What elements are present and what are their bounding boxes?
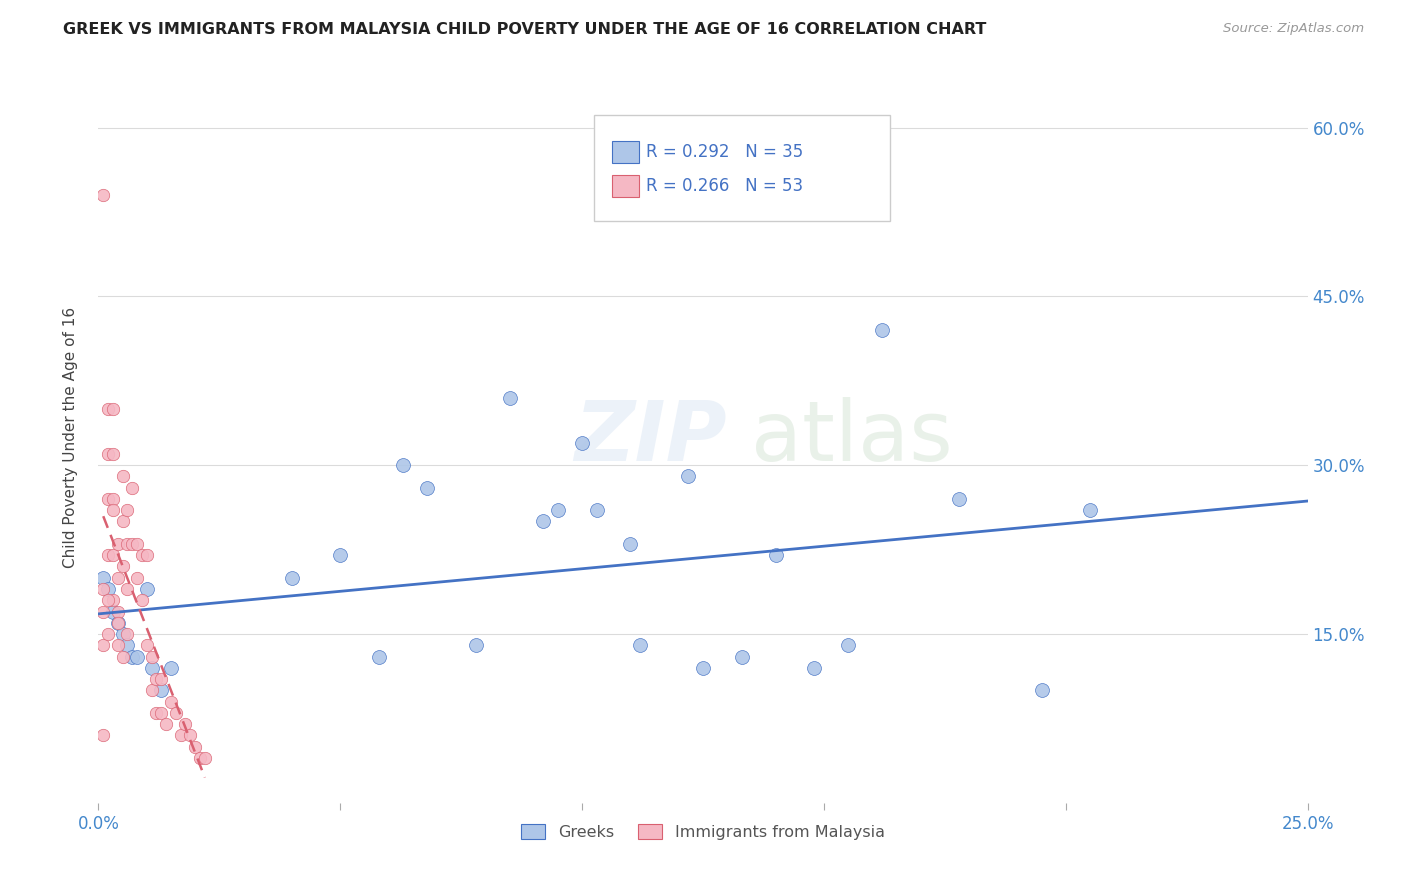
Legend: Greeks, Immigrants from Malaysia: Greeks, Immigrants from Malaysia bbox=[515, 817, 891, 846]
Point bbox=[101, 605, 124, 619]
Point bbox=[870, 323, 893, 337]
Point bbox=[91, 638, 114, 652]
Point bbox=[392, 458, 415, 473]
Point bbox=[111, 515, 134, 529]
Point bbox=[117, 627, 139, 641]
Point bbox=[117, 638, 139, 652]
Point bbox=[97, 582, 120, 596]
Point bbox=[101, 593, 124, 607]
Point bbox=[135, 582, 157, 596]
Point bbox=[97, 593, 120, 607]
Point bbox=[111, 559, 134, 574]
Point bbox=[145, 706, 167, 720]
Point bbox=[160, 661, 183, 675]
Point bbox=[165, 706, 187, 720]
Point bbox=[97, 627, 120, 641]
Point bbox=[731, 649, 754, 664]
Point bbox=[131, 593, 153, 607]
Point bbox=[117, 503, 139, 517]
Point bbox=[91, 571, 114, 585]
FancyBboxPatch shape bbox=[613, 141, 638, 163]
Point bbox=[150, 672, 173, 686]
Point bbox=[765, 548, 787, 562]
Point bbox=[281, 571, 304, 585]
Point bbox=[174, 717, 197, 731]
Point bbox=[101, 503, 124, 517]
Point bbox=[1078, 503, 1101, 517]
Point bbox=[97, 491, 120, 506]
Point bbox=[127, 537, 149, 551]
Point bbox=[150, 706, 173, 720]
Point bbox=[121, 537, 143, 551]
Point bbox=[416, 481, 439, 495]
Point bbox=[127, 649, 149, 664]
Text: ZIP: ZIP bbox=[575, 397, 727, 477]
Point bbox=[111, 469, 134, 483]
Point bbox=[150, 683, 173, 698]
Point bbox=[571, 435, 593, 450]
Point bbox=[145, 672, 167, 686]
Point bbox=[1031, 683, 1053, 698]
Point bbox=[160, 694, 183, 708]
Point bbox=[107, 605, 129, 619]
Point bbox=[121, 649, 143, 664]
Point bbox=[188, 751, 211, 765]
Point bbox=[464, 638, 486, 652]
Text: atlas: atlas bbox=[751, 397, 953, 477]
Point bbox=[131, 548, 153, 562]
Point bbox=[107, 571, 129, 585]
Point bbox=[97, 401, 120, 416]
Point bbox=[101, 447, 124, 461]
Point bbox=[531, 515, 554, 529]
Point bbox=[91, 188, 114, 202]
Point bbox=[107, 638, 129, 652]
Text: R = 0.266   N = 53: R = 0.266 N = 53 bbox=[647, 178, 803, 195]
Point bbox=[141, 649, 163, 664]
Point bbox=[117, 582, 139, 596]
Point bbox=[628, 638, 651, 652]
Point bbox=[141, 683, 163, 698]
Point bbox=[101, 548, 124, 562]
Point bbox=[678, 469, 700, 483]
Point bbox=[692, 661, 714, 675]
Point bbox=[107, 615, 129, 630]
Point bbox=[117, 537, 139, 551]
Text: R = 0.292   N = 35: R = 0.292 N = 35 bbox=[647, 143, 803, 161]
Point bbox=[619, 537, 641, 551]
Point bbox=[194, 751, 217, 765]
Point bbox=[803, 661, 825, 675]
Point bbox=[169, 728, 191, 742]
Text: GREEK VS IMMIGRANTS FROM MALAYSIA CHILD POVERTY UNDER THE AGE OF 16 CORRELATION : GREEK VS IMMIGRANTS FROM MALAYSIA CHILD … bbox=[63, 22, 987, 37]
Point bbox=[111, 627, 134, 641]
Y-axis label: Child Poverty Under the Age of 16: Child Poverty Under the Age of 16 bbox=[63, 307, 77, 567]
Point bbox=[179, 728, 201, 742]
Point bbox=[97, 548, 120, 562]
Point bbox=[107, 537, 129, 551]
Point bbox=[97, 447, 120, 461]
Point bbox=[184, 739, 207, 754]
Point bbox=[107, 615, 129, 630]
Point bbox=[547, 503, 569, 517]
Point bbox=[127, 571, 149, 585]
Point bbox=[135, 548, 157, 562]
Point bbox=[585, 503, 607, 517]
Point bbox=[135, 638, 157, 652]
Point bbox=[111, 649, 134, 664]
Point bbox=[837, 638, 859, 652]
Text: Source: ZipAtlas.com: Source: ZipAtlas.com bbox=[1223, 22, 1364, 36]
Point bbox=[101, 401, 124, 416]
Point bbox=[91, 605, 114, 619]
Point bbox=[121, 481, 143, 495]
Point bbox=[155, 717, 177, 731]
FancyBboxPatch shape bbox=[595, 115, 890, 221]
Point bbox=[368, 649, 391, 664]
FancyBboxPatch shape bbox=[613, 175, 638, 197]
Point bbox=[91, 582, 114, 596]
Point bbox=[141, 661, 163, 675]
Point bbox=[91, 728, 114, 742]
Point bbox=[101, 491, 124, 506]
Point bbox=[948, 491, 970, 506]
Point bbox=[329, 548, 352, 562]
Point bbox=[498, 391, 520, 405]
